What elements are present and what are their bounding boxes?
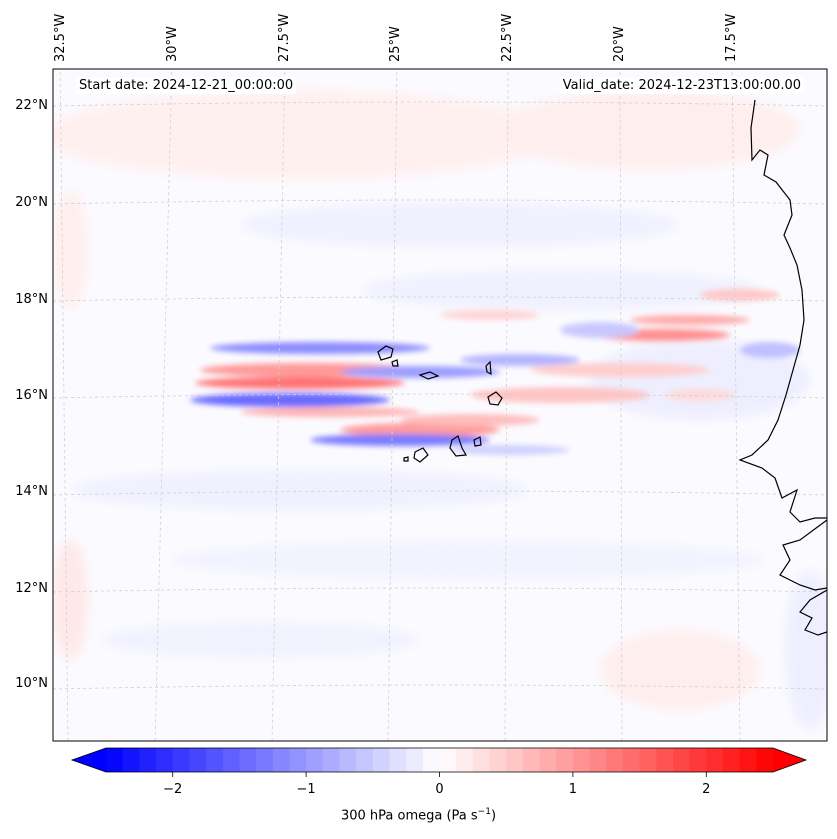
fogo-island [413,447,429,463]
colorbar-cell [489,748,507,772]
colorbar-cell [422,748,440,772]
colorbar-cell [189,748,207,772]
colorbar-tickmarks [172,772,707,777]
colorbar-cell [689,748,707,772]
colorbar-cell [339,748,357,772]
colorbar-cell [122,748,140,772]
lon-label-30w: 30°W [165,26,180,62]
lon-label-32-5w: 32.5°W [53,13,68,62]
colorbar-cell [706,748,724,772]
lon-label-20w: 20°W [612,26,627,62]
boa-vista-island [487,391,503,406]
sao-nicolau-island [418,371,440,380]
colorbar-cell [656,748,674,772]
colorbar-cell [239,748,257,772]
africa-coastline [738,99,827,523]
maio-island [473,436,482,447]
colorbar-cell [606,748,624,772]
santiago-island [449,435,467,457]
colorbar-cell [322,748,340,772]
colorbar-cell [456,748,474,772]
lat-label-10n: 10°N [15,676,48,691]
colorbar-cell [622,748,641,772]
lon-label-17-5w: 17.5°W [724,13,739,62]
colorbar-cell [406,748,424,772]
colorbar-cell [389,748,407,772]
colorbar-cell [172,748,190,772]
colorbar-cell [439,748,457,772]
colorbar-extend-low [72,748,106,772]
colorbar-cell [572,748,591,772]
colorbar-cell [139,748,157,772]
colorbar-tick-label: 2 [702,782,711,797]
lon-label-27-5w: 27.5°W [277,13,292,62]
colorbar-cell [356,748,374,772]
lat-label-22n: 22°N [15,98,48,113]
lat-label-18n: 18°N [15,292,48,307]
colorbar-cell [206,748,224,772]
colorbar-cell [589,748,607,772]
santo-antao-island [377,345,394,361]
colorbar-cell [106,748,124,772]
colorbar-outline [70,747,808,773]
lat-label-14n: 14°N [15,484,48,499]
sao-vicente-island [391,359,399,367]
colorbar-cell [506,748,524,772]
colorbar-cell [522,748,541,772]
map-frame [52,68,828,742]
lon-label-25w: 25°W [388,26,403,62]
colorbar-extend-high [773,748,806,772]
lat-label-16n: 16°N [15,388,48,403]
lon-label-22-5w: 22.5°W [500,13,515,62]
coastlines [377,99,827,636]
colorbar-cell [539,748,557,772]
colorbar-cell [256,748,274,772]
colorbar-tick-label: −2 [163,782,183,797]
guinea-bissau-coastline [799,589,827,636]
sal-island [485,360,492,376]
colorbar-cell [222,748,240,772]
colorbar-cell [739,748,757,772]
colorbar-cell [672,748,691,772]
colorbar-cell [756,748,774,772]
colorbar-tick-label: 1 [568,782,578,797]
colorbar-cell [306,748,324,772]
omega-field-bands [190,289,800,455]
colorbar-cell [556,748,574,772]
valid-date-label: Valid_date: 2024-12-23T13:00:00.00 [559,77,804,94]
colorbar-tick-label: −1 [296,782,316,797]
colorbar-cell [289,748,307,772]
omega-field-broad [53,90,827,730]
colorbar-cell [722,748,741,772]
colorbar-cell [639,748,657,772]
colorbar-cell [272,748,290,772]
brava-island [403,456,409,462]
graticule [53,69,827,741]
colorbar-cell [372,748,390,772]
start-date-label: Start date: 2024-12-21_00:00:00 [76,77,297,94]
colorbar-tick-label: 0 [435,782,444,797]
colorbar-label: 300 hPa omega (Pa s−1) [340,807,497,824]
map-panel [53,69,827,741]
colorbar-cell [156,748,174,772]
colorbar [70,747,808,777]
west-africa-coastline [779,519,827,591]
lat-label-20n: 20°N [15,195,48,210]
lat-label-12n: 12°N [15,581,48,596]
colorbar-cells [106,748,774,772]
colorbar-cell [472,748,491,772]
